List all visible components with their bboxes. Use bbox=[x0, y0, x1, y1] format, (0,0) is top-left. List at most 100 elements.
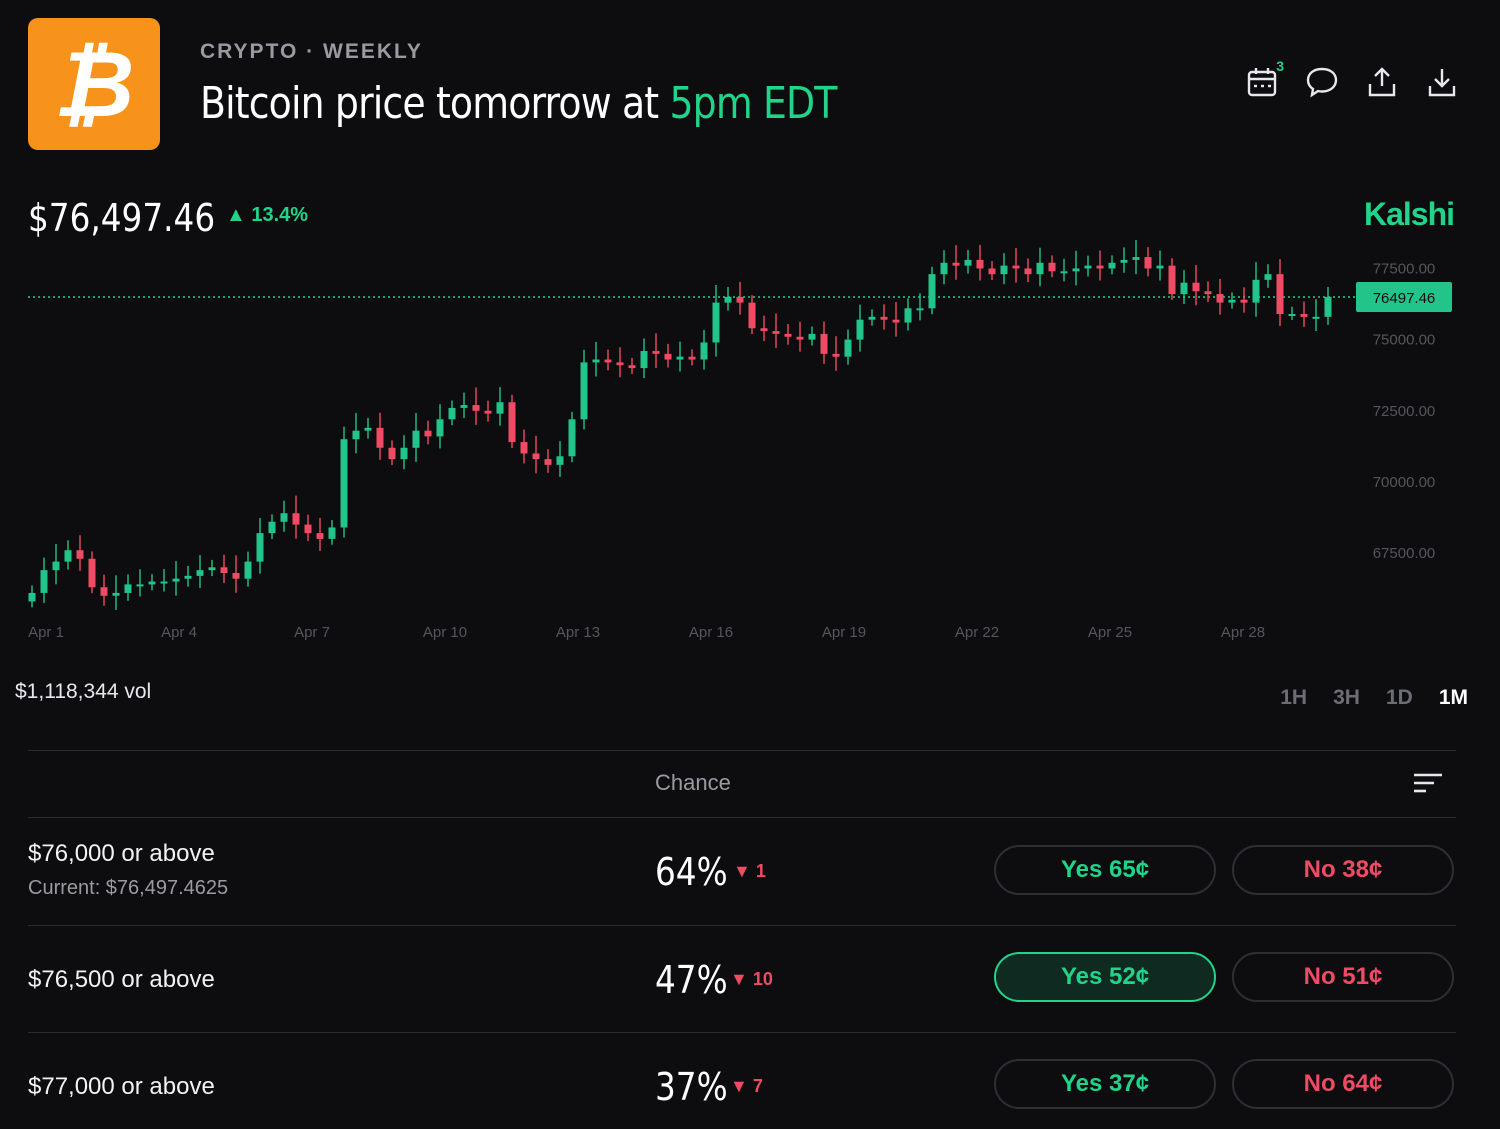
candle-body bbox=[772, 331, 780, 334]
candle-body bbox=[1180, 282, 1188, 295]
candle-body bbox=[856, 319, 864, 340]
candle-body bbox=[1240, 299, 1248, 303]
calendar-badge: 3 bbox=[1276, 58, 1284, 74]
sort-icon bbox=[1414, 773, 1442, 793]
candle-body bbox=[676, 356, 684, 360]
candle-body bbox=[748, 302, 756, 329]
x-tick-label: Apr 7 bbox=[294, 624, 330, 641]
x-tick-label: Apr 25 bbox=[1088, 624, 1132, 641]
yes-button[interactable]: Yes 65¢ bbox=[994, 845, 1216, 895]
candle-body bbox=[1060, 271, 1068, 274]
y-tick-label: 67500.00 bbox=[1373, 545, 1436, 562]
yes-button[interactable]: Yes 37¢ bbox=[994, 1059, 1216, 1109]
candle-body bbox=[292, 513, 300, 525]
candle-body bbox=[592, 359, 600, 363]
outcome-label: $76,500 or above bbox=[28, 966, 215, 993]
candle-body bbox=[124, 584, 132, 593]
candle-body bbox=[484, 410, 492, 414]
comment-button[interactable] bbox=[1304, 64, 1340, 104]
x-tick-label: Apr 13 bbox=[556, 624, 600, 641]
x-tick-label: Apr 4 bbox=[161, 624, 197, 641]
candle-body bbox=[112, 592, 120, 596]
candle-body bbox=[568, 419, 576, 457]
x-tick-label: Apr 16 bbox=[689, 624, 733, 641]
candle-body bbox=[1120, 259, 1128, 263]
no-button[interactable]: No 51¢ bbox=[1232, 952, 1454, 1002]
chance-delta: ▼ 1 bbox=[733, 861, 766, 881]
download-icon bbox=[1428, 69, 1456, 97]
price-change: ▲ 13.4% bbox=[226, 204, 309, 226]
candle-body bbox=[580, 362, 588, 420]
candle-body bbox=[1204, 291, 1212, 295]
candle-body bbox=[760, 328, 768, 332]
candle-body bbox=[532, 453, 540, 460]
outcome-chance: 47% bbox=[655, 958, 728, 1002]
range-1m[interactable]: 1M bbox=[1438, 686, 1468, 709]
no-button[interactable]: No 64¢ bbox=[1232, 1059, 1454, 1109]
candle-body bbox=[220, 567, 228, 573]
candle-body bbox=[1228, 299, 1236, 303]
candle-body bbox=[556, 456, 564, 465]
candle-body bbox=[208, 567, 216, 571]
range-selector: 1H 3H 1D 1M bbox=[1280, 686, 1468, 710]
bitcoin-logo: ₿ bbox=[28, 18, 160, 150]
market-title: Bitcoin price tomorrow at 5pm EDT bbox=[200, 78, 837, 129]
calendar-icon bbox=[1247, 68, 1277, 97]
sort-button[interactable] bbox=[1412, 770, 1444, 801]
candle-body bbox=[280, 513, 288, 522]
chance-delta: ▼ 7 bbox=[730, 1076, 763, 1096]
candle-body bbox=[988, 268, 996, 275]
range-1d[interactable]: 1D bbox=[1385, 686, 1413, 709]
candle-body bbox=[724, 296, 732, 303]
divider bbox=[28, 925, 1456, 926]
candle-body bbox=[376, 427, 384, 448]
market-category: CRYPTO · WEEKLY bbox=[200, 40, 423, 63]
candle-body bbox=[604, 359, 612, 363]
candle-body bbox=[352, 430, 360, 440]
candle-body bbox=[736, 296, 744, 303]
candle-body bbox=[400, 447, 408, 460]
outcome-current: Current: $76,497.4625 bbox=[28, 877, 229, 899]
candle-body bbox=[832, 353, 840, 357]
candle-body bbox=[472, 405, 480, 411]
candle-body bbox=[1192, 282, 1200, 292]
title-main: Bitcoin price tomorrow at bbox=[200, 78, 670, 129]
candle-body bbox=[544, 459, 552, 465]
candle-body bbox=[952, 262, 960, 266]
candle-body bbox=[1036, 262, 1044, 275]
outcome-label: $76,000 or above bbox=[28, 840, 215, 867]
candle-body bbox=[1072, 268, 1080, 272]
price-chart[interactable]: 77500.00 75000.00 72500.00 70000.00 67500.00… bbox=[0, 240, 1500, 650]
candle-body bbox=[496, 402, 504, 414]
share-icon bbox=[1368, 67, 1396, 97]
yes-button[interactable]: Yes 52¢ bbox=[994, 952, 1216, 1002]
y-tick-label: 72500.00 bbox=[1373, 403, 1436, 420]
candle-body bbox=[1300, 314, 1308, 317]
candle-body bbox=[892, 319, 900, 323]
calendar-button[interactable]: 3 bbox=[1244, 58, 1284, 104]
candle-body bbox=[640, 351, 648, 369]
no-button[interactable]: No 38¢ bbox=[1232, 845, 1454, 895]
download-button[interactable] bbox=[1424, 64, 1460, 104]
candle-body bbox=[256, 533, 264, 562]
candle-body bbox=[664, 353, 672, 360]
candle-body bbox=[388, 447, 396, 460]
x-tick-label: Apr 19 bbox=[822, 624, 866, 641]
candle-body bbox=[880, 316, 888, 320]
candle-body bbox=[364, 427, 372, 431]
candle-body bbox=[784, 333, 792, 337]
candle-body bbox=[1276, 274, 1284, 314]
candle-body bbox=[688, 356, 696, 360]
divider bbox=[28, 1032, 1456, 1033]
chance-delta: ▼ 10 bbox=[730, 969, 773, 989]
y-tick-label: 75000.00 bbox=[1373, 332, 1436, 349]
range-1h[interactable]: 1H bbox=[1280, 686, 1308, 709]
candle-body bbox=[868, 316, 876, 320]
range-3h[interactable]: 3H bbox=[1333, 686, 1360, 709]
candle-body bbox=[1108, 262, 1116, 269]
share-button[interactable] bbox=[1364, 64, 1400, 104]
candle-body bbox=[184, 575, 192, 579]
outcome-chance: 37% bbox=[655, 1065, 728, 1109]
candle-body bbox=[844, 339, 852, 357]
candle-body bbox=[28, 592, 36, 602]
